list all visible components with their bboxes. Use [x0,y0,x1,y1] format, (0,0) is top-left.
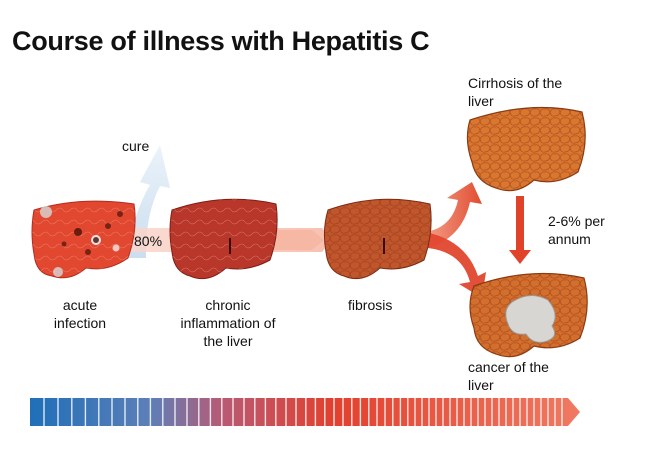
acute-label-line1: acute [62,297,98,313]
page-title: Course of illness with Hepatitis C [12,26,430,56]
chronic-label-line3: the liver [203,333,253,349]
cure-label: cure [122,138,150,154]
acute-label-line2: infection [53,315,107,331]
cirrhosis-label: Cirrhosis of the liver [468,74,562,110]
fibrosis-liver [323,198,432,280]
acute-liver [31,200,136,279]
rate-label-line1: 2-6% per [548,213,605,229]
branch-arrow-down [425,232,486,298]
acute-infection-label: acute infection [40,296,120,332]
chronic-label-line2: inflammation of [180,315,276,331]
progression-rate-label: 2-6% per annum [548,212,605,248]
chronic-liver [169,198,278,280]
tumor-mass [505,295,556,343]
chronic-label-line1: chronic [205,297,251,313]
chronic-inflammation-label: chronic inflammation of the liver [168,296,288,350]
timeline-bar [30,398,580,426]
cirrhosis-label-line1: Cirrhosis of the [468,75,563,91]
cirrhosis-liver [466,106,586,192]
fibrosis-label: fibrosis [348,297,393,313]
progression-arrow [509,196,531,264]
cancer-label-line1: cancer of the [468,359,549,375]
cancer-liver [469,272,588,358]
branch-arrow-up [425,182,482,248]
cancer-label: cancer of the liver [468,358,549,394]
cirrhosis-label-line2: liver [468,93,494,109]
cancer-label-line2: liver [468,377,494,393]
rate-label-line2: annum [548,231,591,247]
cure-percent-label: 80% [134,233,163,249]
